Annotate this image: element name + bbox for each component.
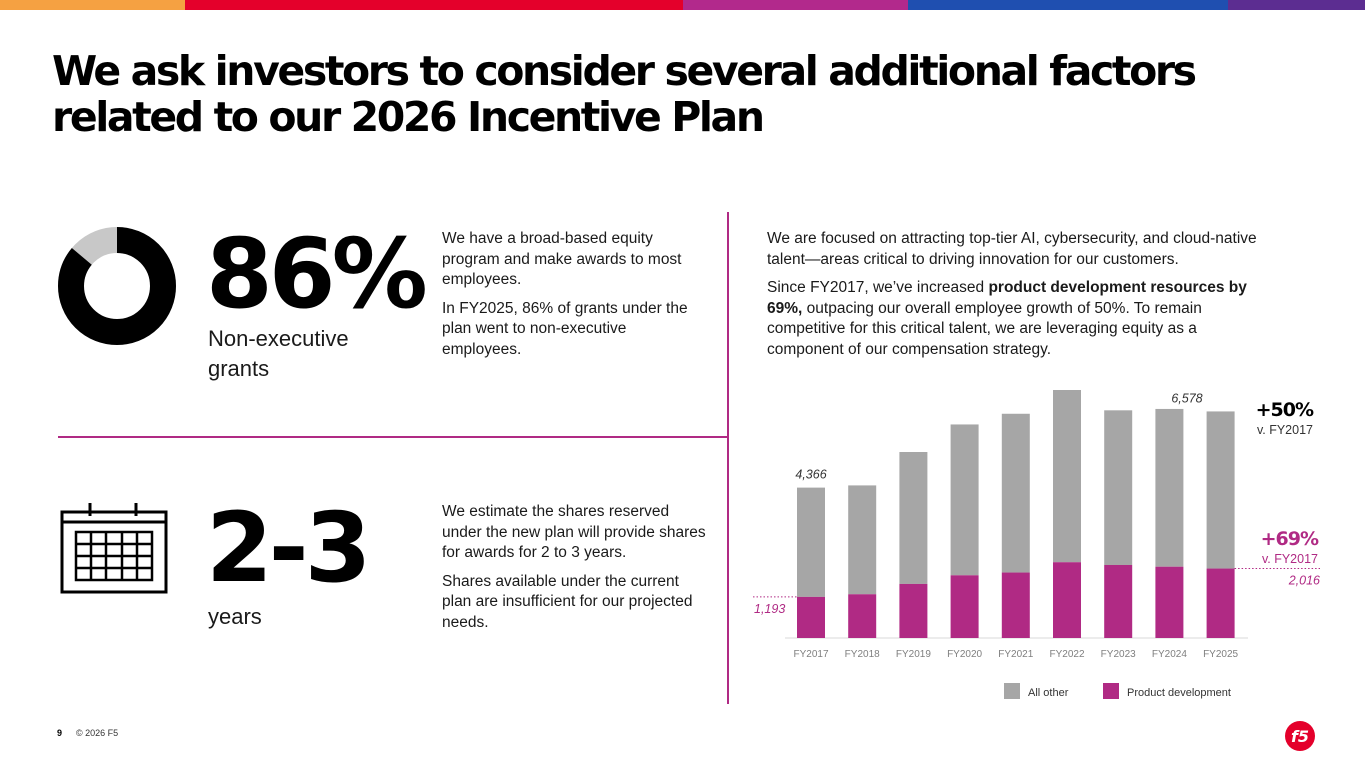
stripe-red	[185, 0, 683, 10]
bar-all-other	[1104, 410, 1133, 565]
stat1-para2: In FY2025, 86% of grants under the plan …	[442, 299, 688, 358]
stripe-orange	[0, 0, 185, 10]
legend-swatch-all-other	[1004, 683, 1020, 699]
x-tick-label: FY2020	[947, 649, 982, 660]
bar-product-development	[1053, 562, 1081, 638]
stat1-para1: We have a broad-based equity program and…	[442, 230, 682, 288]
stat-86-percent: 86%	[206, 218, 428, 330]
x-tick-label: FY2019	[896, 649, 931, 660]
bar-product-development	[797, 596, 825, 638]
x-tick-label: FY2022	[1049, 649, 1084, 660]
x-tick-label: FY2025	[1203, 649, 1238, 660]
stripe-purple	[1228, 0, 1365, 10]
bar-product-development	[1001, 572, 1030, 638]
calendar-icon	[60, 503, 168, 594]
bar-all-other	[899, 452, 928, 584]
x-tick-label: FY2017	[793, 649, 828, 660]
bar-product-development	[899, 583, 928, 638]
bar-all-other	[1206, 411, 1235, 569]
page-title: We ask investors to consider several add…	[52, 47, 1197, 141]
right-para2-bold: product development resources by 69%,	[767, 279, 1247, 317]
vertical-divider	[727, 212, 729, 704]
bar-all-other	[797, 487, 825, 597]
donut-arc-non-executive	[58, 227, 176, 345]
bar-all-other	[1001, 413, 1030, 573]
x-tick-label: FY2024	[1152, 649, 1187, 660]
product-label-last: 2,016	[1288, 574, 1320, 588]
callout-product-sub: v. FY2017	[1262, 552, 1318, 566]
callout-total-sub: v. FY2017	[1257, 423, 1313, 437]
f5-logo: f5	[1285, 721, 1315, 751]
stat2-para1: We estimate the shares reserved under th…	[442, 503, 706, 561]
product-label-first: 1,193	[754, 602, 785, 616]
total-label-last: 6,578	[1171, 391, 1202, 405]
donut-chart	[58, 227, 176, 345]
legend-label-product-development: Product development	[1127, 687, 1231, 699]
legend-label-all-other: All other	[1028, 687, 1069, 699]
x-tick-label: FY2021	[998, 649, 1033, 660]
callout-product-growth: +69%	[1261, 528, 1319, 550]
total-label-first: 4,366	[795, 468, 826, 482]
stat-86-label: Non-executive grants	[208, 326, 349, 381]
right-description: We are focused on attracting top-tier AI…	[767, 229, 1257, 368]
bar-all-other	[848, 485, 877, 595]
bar-product-development	[1104, 564, 1133, 638]
bar-product-development	[1155, 566, 1184, 638]
right-para1: We are focused on attracting top-tier AI…	[767, 230, 1257, 268]
legend-swatch-product-development	[1103, 683, 1119, 699]
horizontal-divider	[58, 436, 728, 438]
copyright: © 2026 F5	[76, 728, 119, 738]
stat-2-3: 2-3	[206, 492, 371, 604]
stripe-blue	[908, 0, 1228, 10]
chart-svg: FY2017 FY2018 FY2019 FY2020 FY2021 FY2022 FY20…	[753, 390, 1320, 699]
callout-total-growth: +50%	[1256, 399, 1314, 421]
stat1-description: We have a broad-based equity program and…	[442, 229, 692, 368]
bar-product-development	[950, 575, 979, 638]
bar-product-development	[1206, 568, 1235, 638]
right-para2: Since FY2017, we’ve increased product de…	[767, 278, 1257, 360]
right-para2-end: outpacing our overall employee growth of…	[767, 299, 1202, 358]
right-para2-start: Since FY2017, we’ve increased	[767, 279, 989, 296]
bar-all-other	[1155, 408, 1184, 567]
x-tick-label: FY2023	[1101, 649, 1136, 660]
bar-all-other	[1053, 390, 1081, 563]
page-number: 9	[57, 728, 63, 738]
logo-text: f5	[1291, 727, 1309, 746]
bar-product-development	[848, 594, 877, 638]
stat-years-label: years	[208, 604, 262, 629]
stat2-para2: Shares available under the current plan …	[442, 572, 693, 631]
top-color-stripe	[0, 0, 1365, 10]
stripe-magenta	[683, 0, 908, 10]
stat2-description: We estimate the shares reserved under th…	[442, 502, 707, 641]
x-tick-label: FY2018	[845, 649, 880, 660]
bar-all-other	[950, 424, 979, 576]
headcount-bar-chart: FY2017 FY2018 FY2019 FY2020 FY2021 FY2022 FY20…	[740, 390, 1360, 710]
